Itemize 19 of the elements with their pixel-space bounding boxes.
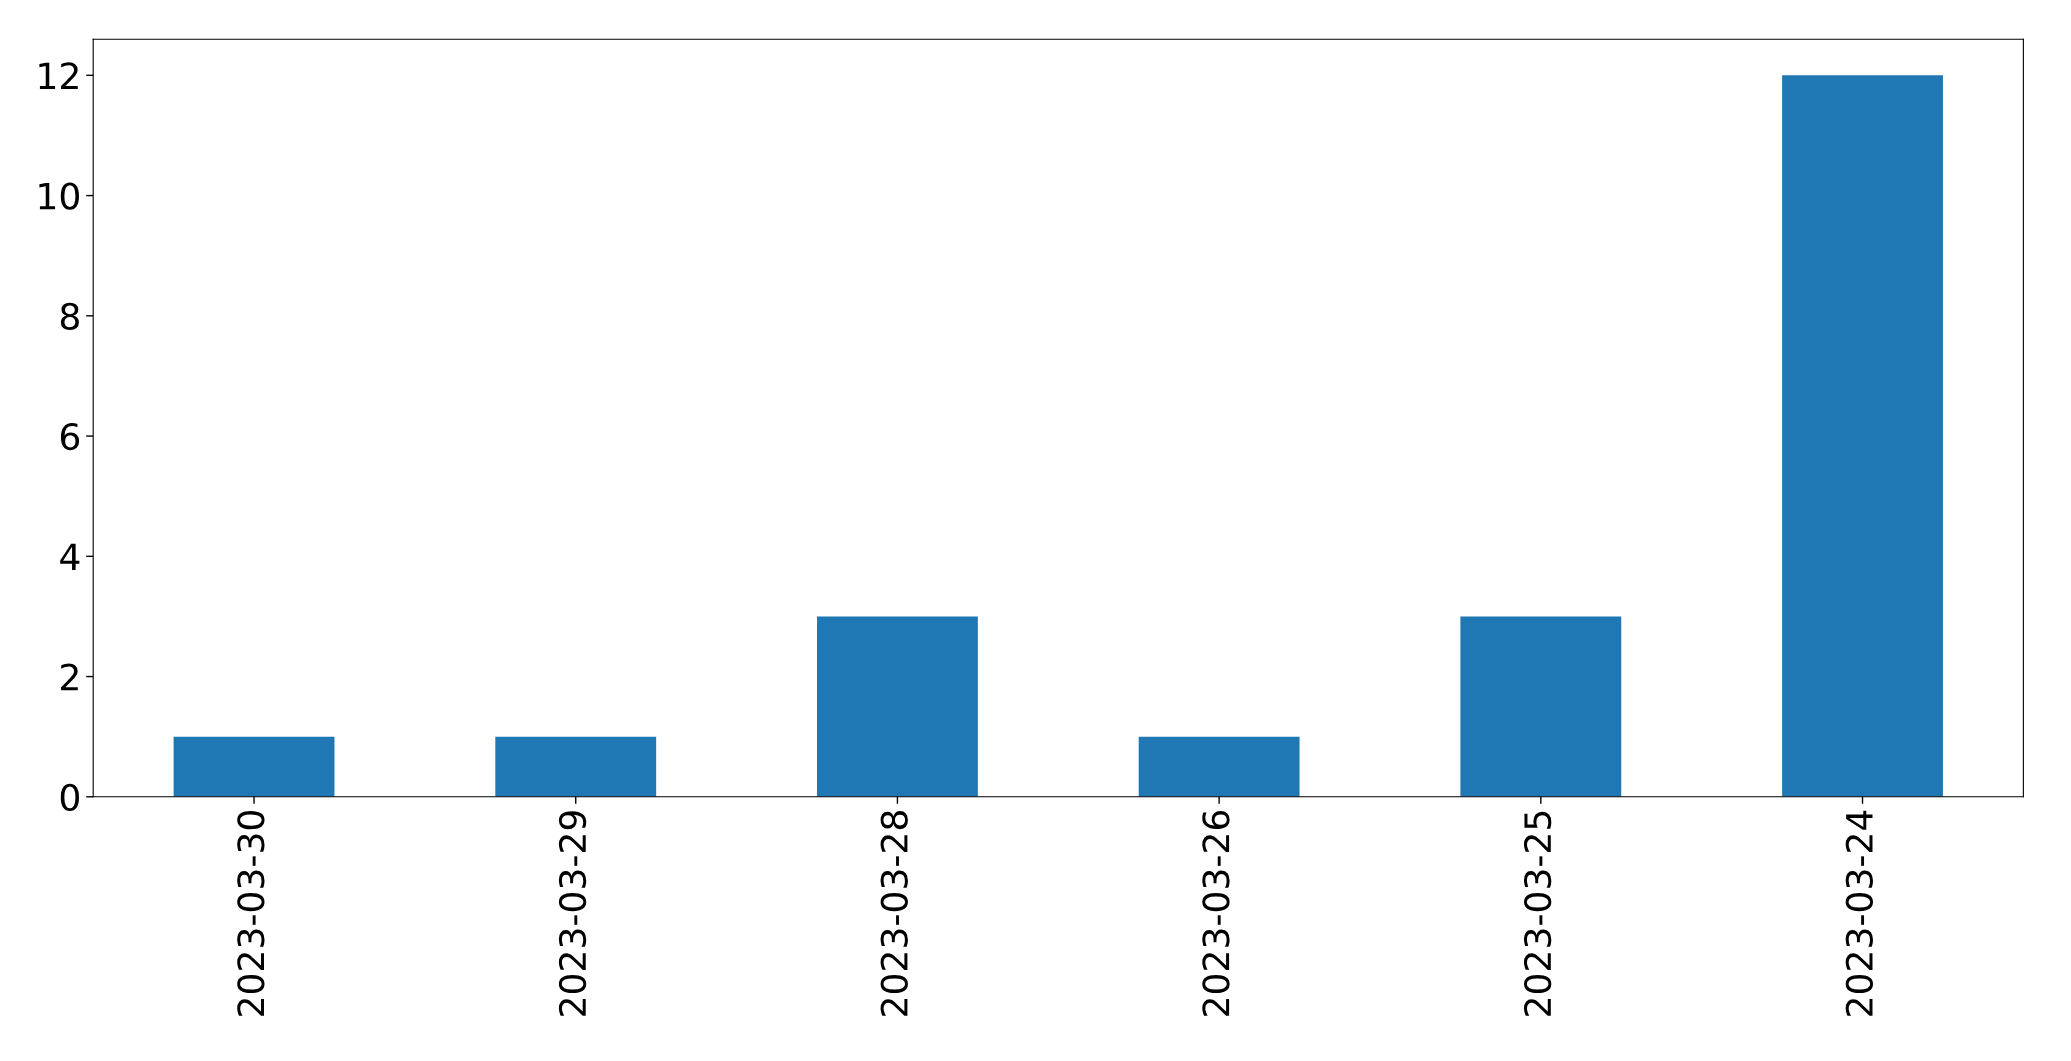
y-tick-label: 8	[60, 302, 79, 331]
bar	[1460, 616, 1622, 797]
bar	[495, 736, 657, 797]
x-tick-label: 2023-03-26	[1202, 810, 1230, 1016]
y-tick-label: 12	[39, 62, 78, 90]
y-tick-label: 4	[60, 543, 80, 571]
y-tick-label: 10	[39, 182, 79, 210]
x-tick-label: 2023-03-28	[880, 811, 908, 1016]
x-tick-label: 2023-03-25	[1523, 811, 1552, 1016]
y-tick-label: 0	[60, 783, 79, 812]
y-tick-label: 6	[60, 422, 80, 451]
x-tick-label: 2023-03-29	[558, 811, 587, 1016]
x-tick-label: 2023-03-24	[1845, 810, 1873, 1016]
bar	[817, 616, 978, 797]
bar	[1782, 75, 1943, 797]
bar	[1138, 736, 1300, 797]
y-tick-label: 2	[61, 663, 78, 691]
bar	[173, 736, 335, 797]
x-tick-label: 2023-03-30	[237, 811, 265, 1016]
